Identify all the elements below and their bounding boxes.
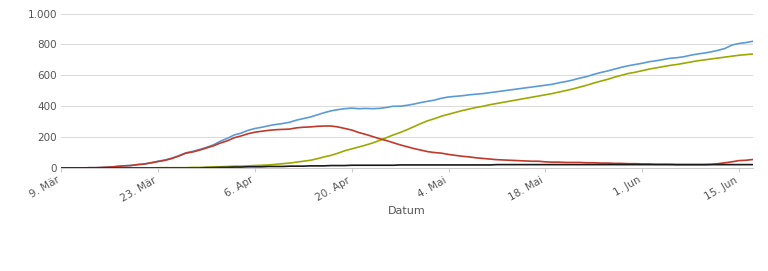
X-axis label: Datum: Datum	[388, 206, 426, 216]
Legend: Summe Genesene, Summe Verstorben, Summe aktuell Erkrankte, Summe Infektionen ges: Summe Genesene, Summe Verstorben, Summe …	[108, 269, 706, 271]
